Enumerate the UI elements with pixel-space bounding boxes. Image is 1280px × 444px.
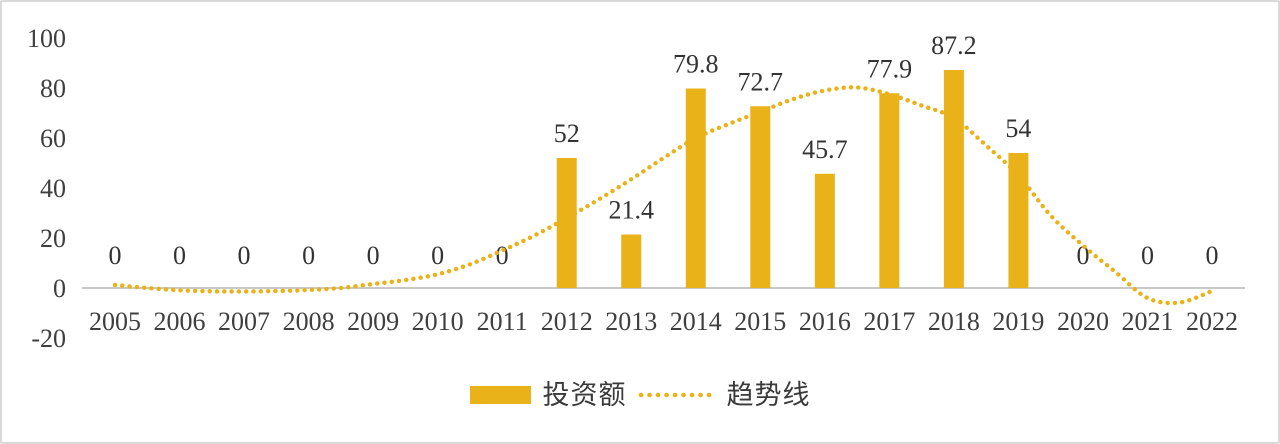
y-tick-40: 40: [40, 174, 66, 203]
data-label-2022: 0: [1206, 241, 1219, 270]
data-label-2011: 0: [496, 241, 509, 270]
data-label-2021: 0: [1141, 241, 1154, 270]
x-tick-2019: 2019: [992, 307, 1044, 336]
data-label-2018: 87.2: [931, 31, 977, 60]
bar-2019: [1008, 153, 1029, 288]
data-label-2006: 0: [173, 241, 186, 270]
legend: 投资额 趋势线: [2, 380, 1278, 410]
bar-2012: [556, 158, 577, 288]
data-label-2010: 0: [431, 241, 444, 270]
x-tick-2011: 2011: [477, 307, 528, 336]
data-label-2016: 45.7: [802, 135, 848, 164]
bar-2018: [943, 70, 964, 288]
trend-line: [112, 85, 1215, 306]
data-label-2005: 0: [109, 241, 122, 270]
bar-2017: [879, 93, 900, 288]
x-tick-2009: 2009: [347, 307, 399, 336]
legend-trend-label: 趋势线: [726, 380, 811, 410]
x-tick-2005: 2005: [89, 307, 141, 336]
y-tick-60: 60: [40, 124, 66, 153]
x-tick-2017: 2017: [863, 307, 915, 336]
x-tick-2022: 2022: [1186, 307, 1238, 336]
y-tick-0: 0: [53, 274, 66, 303]
legend-bar-swatch-icon: [469, 386, 531, 404]
x-tick-2015: 2015: [734, 307, 786, 336]
legend-bar-label: 投资额: [542, 380, 627, 410]
y-tick-20: 20: [40, 224, 66, 253]
y-tick-100: 100: [27, 24, 66, 53]
data-label-2017: 77.9: [867, 54, 913, 83]
data-label-2013: 21.4: [608, 196, 654, 225]
x-tick-2007: 2007: [218, 307, 270, 336]
x-tick-2010: 2010: [412, 307, 464, 336]
data-label-2019: 54: [1005, 114, 1031, 143]
data-label-2009: 0: [367, 241, 380, 270]
y-tick-80: 80: [40, 74, 66, 103]
data-label-2007: 0: [238, 241, 251, 270]
x-tick-2012: 2012: [541, 307, 593, 336]
bar-2015: [750, 106, 771, 288]
x-tick-2013: 2013: [605, 307, 657, 336]
x-tick-2014: 2014: [670, 307, 722, 336]
bar-2016: [814, 173, 835, 288]
data-label-2015: 72.7: [738, 67, 784, 96]
bar-2014: [685, 88, 706, 288]
x-tick-2018: 2018: [928, 307, 980, 336]
x-tick-2020: 2020: [1057, 307, 1109, 336]
x-tick-2008: 2008: [283, 307, 335, 336]
legend-dotted-line-swatch-icon: [638, 392, 715, 398]
data-label-2012: 52: [554, 119, 580, 148]
y-tick--20: -20: [31, 324, 66, 353]
data-label-2008: 0: [302, 241, 315, 270]
x-tick-2006: 2006: [154, 307, 206, 336]
x-tick-2021: 2021: [1121, 307, 1173, 336]
x-tick-2016: 2016: [799, 307, 851, 336]
data-label-2014: 79.8: [673, 50, 719, 79]
bar-2013: [621, 234, 642, 288]
